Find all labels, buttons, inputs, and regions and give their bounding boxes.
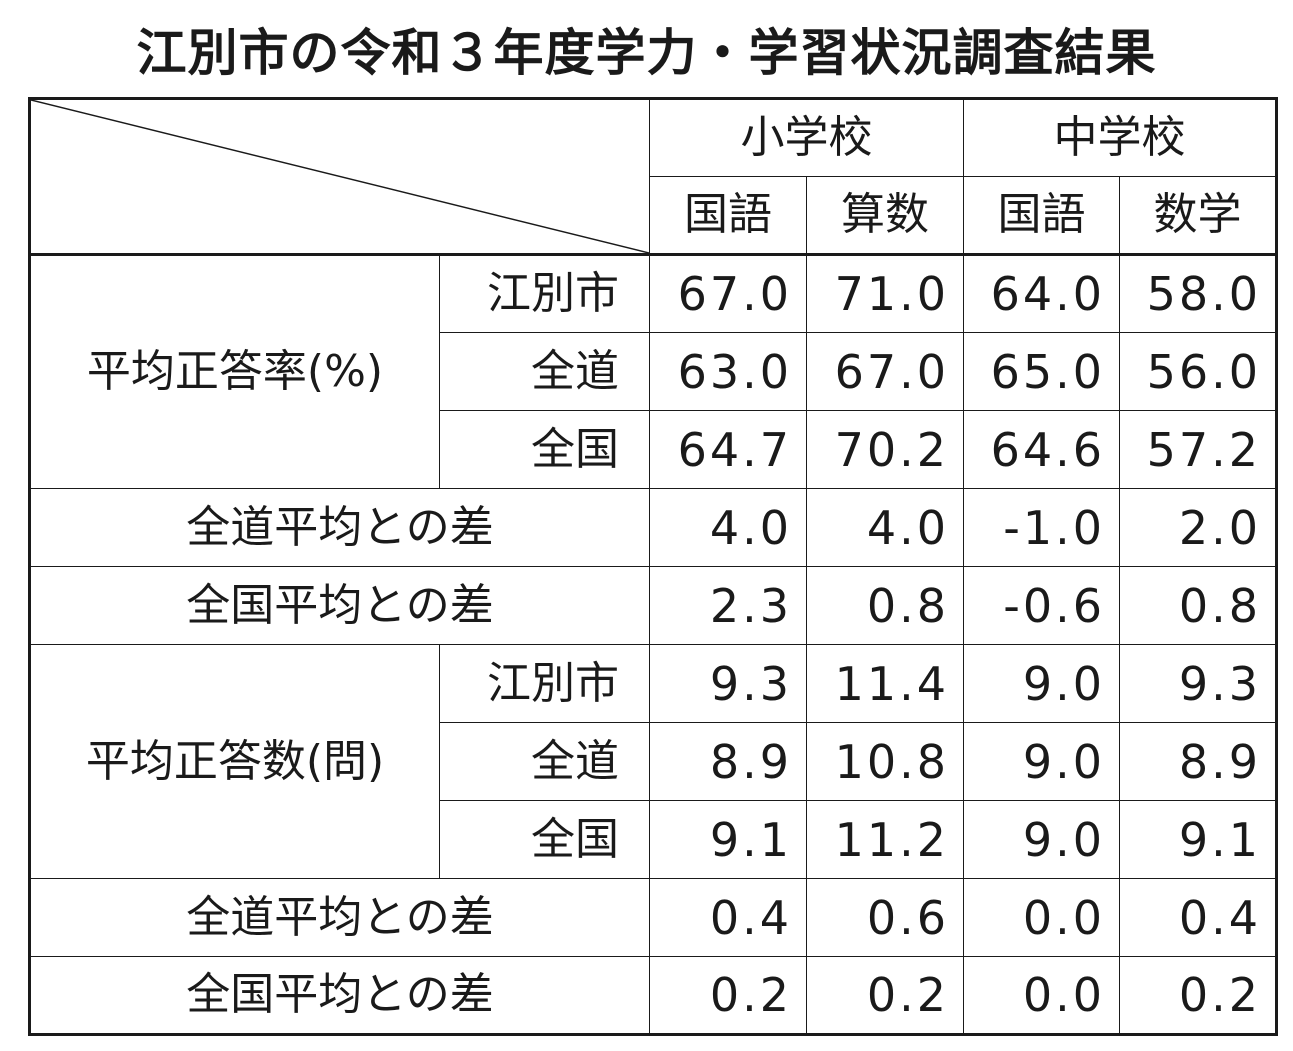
cell: 0.6 — [806, 878, 964, 957]
cell: 9.1 — [1119, 800, 1277, 879]
school-header: 小学校 — [649, 98, 964, 177]
cell: 9.3 — [649, 644, 807, 723]
table-row: 平均正答数(問) 江別市 9.3 11.4 9.0 9.3 — [29, 644, 1277, 879]
row-label: 全国平均との差 — [29, 566, 650, 645]
subject-header: 算数 — [806, 176, 964, 256]
cell: 71.0 — [806, 254, 964, 333]
table-row: 全国 64.7 70.2 64.6 57.2 — [30, 410, 1277, 489]
row-label: 全道平均との差 — [29, 878, 650, 957]
cell: 11.2 — [806, 800, 964, 879]
cell: 67.0 — [806, 332, 964, 411]
cell: 2.3 — [649, 566, 807, 645]
cell: 0.2 — [1119, 956, 1277, 1035]
cell: 0.4 — [649, 878, 807, 957]
table-row: 全国平均との差 0.2 0.2 0.0 0.2 — [29, 956, 1277, 1035]
cell: 9.0 — [963, 644, 1120, 723]
row-label: 全道平均との差 — [29, 488, 650, 567]
cell: -0.6 — [963, 566, 1120, 645]
cell: 56.0 — [1119, 332, 1277, 411]
cell: 64.7 — [649, 410, 807, 489]
subject-header: 数学 — [1119, 176, 1277, 256]
cell: 0.0 — [963, 956, 1120, 1035]
cell: 0.8 — [1119, 566, 1277, 645]
cell: 63.0 — [649, 332, 807, 411]
cell: 58.0 — [1119, 254, 1277, 333]
diagonal-line — [31, 100, 647, 252]
cell: 8.9 — [1119, 722, 1277, 801]
cell: 0.2 — [649, 956, 807, 1035]
cell: 57.2 — [1119, 410, 1277, 489]
table-row: 全国 9.1 11.2 9.0 9.1 — [30, 800, 1277, 879]
subject-header: 国語 — [963, 176, 1120, 256]
cell: 0.8 — [806, 566, 964, 645]
row-label: 全国 — [439, 410, 650, 489]
cell: 64.0 — [963, 254, 1120, 333]
cell: 0.2 — [806, 956, 964, 1035]
row-label: 全国平均との差 — [29, 956, 650, 1035]
table-row: 全道平均との差 0.4 0.6 0.0 0.4 — [29, 878, 1277, 957]
cell: 67.0 — [649, 254, 807, 333]
cell: 9.1 — [649, 800, 807, 879]
page-title: 江別市の令和３年度学力・学習状況調査結果 — [136, 24, 1157, 82]
table-row: 全国平均との差 2.3 0.8 -0.6 0.8 — [29, 566, 1277, 645]
cell: 8.9 — [649, 722, 807, 801]
row-label: 全道 — [439, 332, 650, 411]
group-label: 平均正答率(%) — [29, 254, 440, 489]
cell: 64.6 — [963, 410, 1120, 489]
table-row: 全道 8.9 10.8 9.0 8.9 — [30, 722, 1277, 801]
corner-cell — [29, 98, 650, 256]
group-label: 平均正答数(問) — [29, 644, 440, 879]
results-table: 小学校 中学校 国語 算数 国語 数学 平均正答率(%) 江別市 67.0 71… — [28, 97, 1278, 1036]
cell: 2.0 — [1119, 488, 1277, 567]
cell: 10.8 — [806, 722, 964, 801]
cell: 4.0 — [806, 488, 964, 567]
cell: 9.3 — [1119, 644, 1277, 723]
table-row: 平均正答率(%) 江別市 67.0 71.0 64.0 58.0 — [29, 254, 1277, 489]
subject-header: 国語 — [649, 176, 807, 256]
cell: -1.0 — [963, 488, 1120, 567]
cell: 9.0 — [963, 800, 1120, 879]
cell: 9.0 — [963, 722, 1120, 801]
cell: 0.4 — [1119, 878, 1277, 957]
row-label: 全道 — [439, 722, 650, 801]
cell: 65.0 — [963, 332, 1120, 411]
table-row: 全道平均との差 4.0 4.0 -1.0 2.0 — [29, 488, 1277, 567]
cell: 70.2 — [806, 410, 964, 489]
cell: 4.0 — [649, 488, 807, 567]
row-label: 江別市 — [439, 254, 650, 333]
row-label: 全国 — [439, 800, 650, 879]
cell: 11.4 — [806, 644, 964, 723]
row-label: 江別市 — [439, 644, 650, 723]
school-header: 中学校 — [963, 98, 1277, 177]
cell: 0.0 — [963, 878, 1120, 957]
